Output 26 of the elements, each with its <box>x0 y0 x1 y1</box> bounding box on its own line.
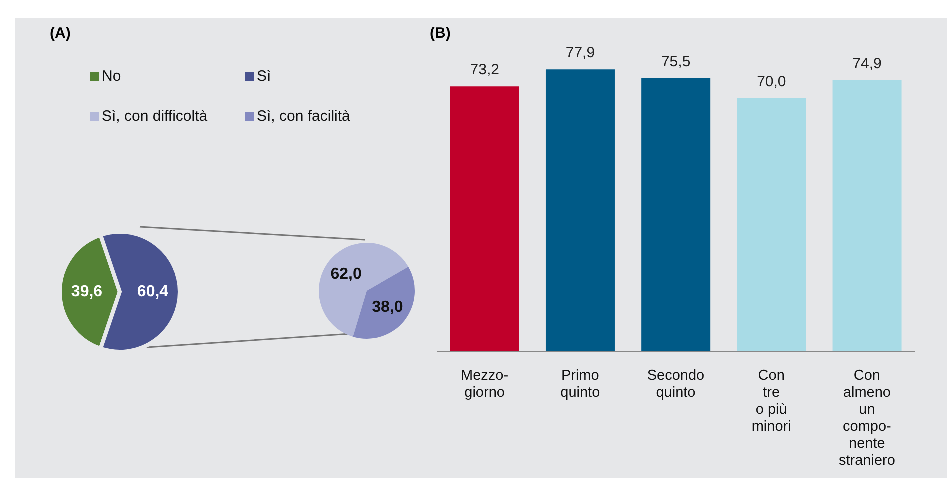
data-label: 62,0 <box>330 266 362 284</box>
pie-slice <box>319 243 409 337</box>
x-tick-label: Con tre o più minori <box>752 368 792 435</box>
x-tick-label: Con almeno un compo- nente straniero <box>838 368 896 469</box>
x-tick-label: Secondo quinto <box>647 368 705 401</box>
bar <box>546 70 615 352</box>
bar <box>450 86 520 352</box>
legend-label: Sì <box>257 68 272 85</box>
x-tick-label: Mezzo- giorno <box>461 368 509 401</box>
legend-label: No <box>102 68 122 85</box>
data-label: 38,0 <box>372 298 404 316</box>
data-label: 60,4 <box>137 284 169 300</box>
data-label: 77,9 <box>566 44 596 62</box>
data-label: 39,6 <box>71 284 103 300</box>
data-label: 75,5 <box>661 53 691 70</box>
legend-label: Sì, con facilità <box>257 108 350 125</box>
bar <box>737 98 806 352</box>
data-label: 73,2 <box>470 62 500 79</box>
chart-title: (B) <box>430 25 451 42</box>
bar <box>642 78 711 352</box>
bar <box>832 80 902 352</box>
chart-title: (A) <box>50 25 71 42</box>
data-label: 70,0 <box>757 73 786 90</box>
legend-label: Sì, con difficoltà <box>102 108 208 125</box>
x-tick-label: Primo quinto <box>560 368 600 401</box>
data-label: 74,9 <box>852 55 882 72</box>
